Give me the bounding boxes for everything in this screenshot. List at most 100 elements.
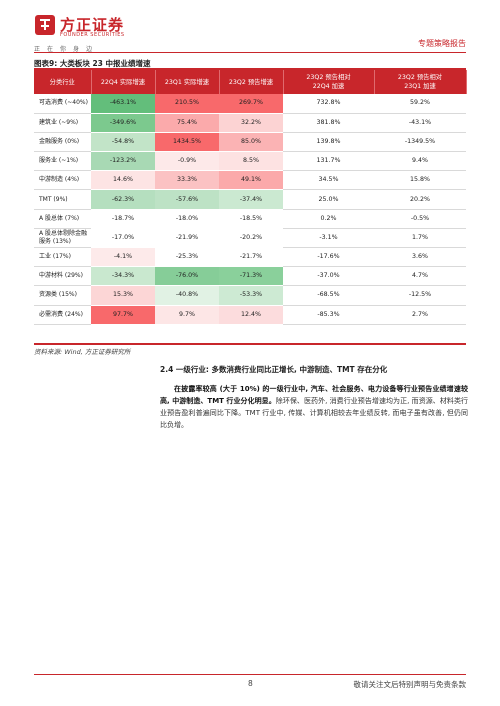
table-row: 服务业 (~1%) -123.2% -0.9% 8.5% 131.7% 9.4% [34,151,466,172]
category-cell: 服务业 (~1%) [34,151,91,172]
section-body-bold: 在披露率较高 (大于 10%) 的一级行业中, 汽车、社会服务、电力设备等行业预… [160,385,468,405]
footer-disclaimer: 敬请关注文后特别声明与免责条款 [353,680,467,689]
column-header: 分类行业 [34,70,92,94]
value-cell: -123.2% [91,151,155,172]
logo-text: 方正证券 [60,16,125,34]
value-cell: 33.3% [155,170,219,191]
table-row: 中游材料 (29%) -34.3% -76.0% -71.3% -37.0% 4.7% [34,266,466,287]
value-cell: 34.5% [283,170,374,191]
page-number: 8 [248,679,253,688]
value-cell: -37.4% [219,189,283,210]
table-row: 中游制造 (4%) 14.6% 33.3% 49.1% 34.5% 15.8% [34,170,466,191]
value-cell: 49.1% [219,170,283,191]
category-cell: A 股总体 (7%) [34,209,91,229]
value-cell: -463.1% [91,94,155,114]
figure-source: 资料来源: Wind, 方正证券研究所 [34,348,131,356]
logo-english-text: FOUNDER SECURITIES [60,32,125,38]
figure-top-rule [34,68,466,70]
value-cell: 732.8% [283,94,374,114]
header-divider [34,52,466,53]
table-header-row: 分类行业 22Q4 实际增速 23Q1 实际增速 23Q2 预告增速 23Q2 预告相对… [34,70,467,94]
value-cell: 15.3% [91,285,155,306]
category-cell: 必需消费 (24%) [34,305,91,325]
value-cell: -53.3% [219,285,283,306]
table-row: 资源类 (15%) 15.3% -40.8% -53.3% -68.5% -12.5% [34,285,466,306]
value-cell: 2.7% [374,305,466,325]
value-cell: -18.5% [219,209,283,229]
value-cell: 97.7% [91,305,155,325]
value-cell: 0.2% [283,209,374,229]
table-row: A 股总体剔除金融 服务 (13%) -17.0% -21.9% -20.2% -3.1%… [34,228,466,249]
value-cell: -62.3% [91,189,155,210]
value-cell: -18.7% [91,209,155,229]
category-cell: 建筑业 (~9%) [34,113,91,133]
value-cell: -3.1% [283,228,374,249]
value-cell: -21.7% [219,247,283,268]
value-cell: 269.7% [219,94,283,114]
category-cell: TMT (9%) [34,189,91,210]
value-cell: -18.0% [155,209,219,229]
value-cell: 8.5% [219,151,283,172]
column-header: 23Q2 预告增速 [219,70,284,94]
value-cell: -68.5% [283,285,374,306]
figure-title: 图表9: 大类板块 23 中报业绩增速 [34,59,151,68]
value-cell: 32.2% [219,113,283,133]
value-cell: -76.0% [155,266,219,287]
value-cell: 9.7% [155,305,219,325]
category-cell: 可选消费 (~40%) [34,94,91,114]
category-cell: 中游材料 (29%) [34,266,91,287]
figure-bottom-rule [34,343,466,345]
footer-divider [34,674,466,675]
category-cell: 资源类 (15%) [34,285,91,306]
value-cell: -349.6% [91,113,155,133]
value-cell: -12.5% [374,285,466,306]
value-cell: -0.5% [374,209,466,229]
value-cell: -17.6% [283,247,374,268]
value-cell: -1349.5% [374,132,466,153]
table-row: 工业 (17%) -4.1% -25.3% -21.7% -17.6% 3.6% [34,247,466,268]
table-body: 可选消费 (~40%) -463.1% 210.5% 269.7% 732.8% 59.2… [34,94,466,325]
slogan: 正在你身边 [34,46,100,53]
value-cell: 381.8% [283,113,374,133]
founder-logo-icon [35,15,55,35]
value-cell: 9.4% [374,151,466,172]
value-cell: 15.8% [374,170,466,191]
value-cell: 131.7% [283,151,374,172]
value-cell: -20.2% [219,228,283,249]
category-cell: A 股总体剔除金融 服务 (13%) [34,228,91,249]
value-cell: -25.3% [155,247,219,268]
value-cell: 14.6% [91,170,155,191]
value-cell: 25.0% [283,189,374,210]
table-row: 建筑业 (~9%) -349.6% 75.4% 32.2% 381.8% -43.1% [34,113,466,133]
value-cell: -85.3% [283,305,374,325]
value-cell: -0.9% [155,151,219,172]
section-body: 在披露率较高 (大于 10%) 的一级行业中, 汽车、社会服务、电力设备等行业预… [160,383,468,431]
value-cell: 139.8% [283,132,374,153]
value-cell: 210.5% [155,94,219,114]
value-cell: 59.2% [374,94,466,114]
value-cell: -34.3% [91,266,155,287]
value-cell: -37.0% [283,266,374,287]
section-title: 2.4 一级行业: 多数消费行业同比正增长, 中游制造、TMT 存在分化 [160,365,388,374]
value-cell: -54.8% [91,132,155,153]
table-row: 必需消费 (24%) 97.7% 9.7% 12.4% -85.3% 2.7% [34,305,466,325]
category-cell: 金融服务 (0%) [34,132,91,153]
table-row: 可选消费 (~40%) -463.1% 210.5% 269.7% 732.8% 59.2… [34,94,466,114]
table-row: TMT (9%) -62.3% -57.6% -37.4% 25.0% 20.2% [34,189,466,210]
value-cell: 3.6% [374,247,466,268]
report-type: 专题策略报告 [418,39,466,48]
value-cell: -17.0% [91,228,155,249]
value-cell: 1434.5% [155,132,219,153]
value-cell: 1.7% [374,228,466,249]
growth-table: 分类行业 22Q4 实际增速 23Q1 实际增速 23Q2 预告增速 23Q2 预告相对… [34,70,467,325]
value-cell: 12.4% [219,305,283,325]
value-cell: -21.9% [155,228,219,249]
value-cell: -57.6% [155,189,219,210]
column-header: 22Q4 实际增速 [91,70,156,94]
value-cell: -4.1% [91,247,155,268]
value-cell: 75.4% [155,113,219,133]
category-cell: 中游制造 (4%) [34,170,91,191]
value-cell: 20.2% [374,189,466,210]
value-cell: -40.8% [155,285,219,306]
section-body-text: 除环保、医药外, 消费行业预告增速均为正, 而资源、材料类行业预告盈利普遍同比下… [160,397,468,429]
